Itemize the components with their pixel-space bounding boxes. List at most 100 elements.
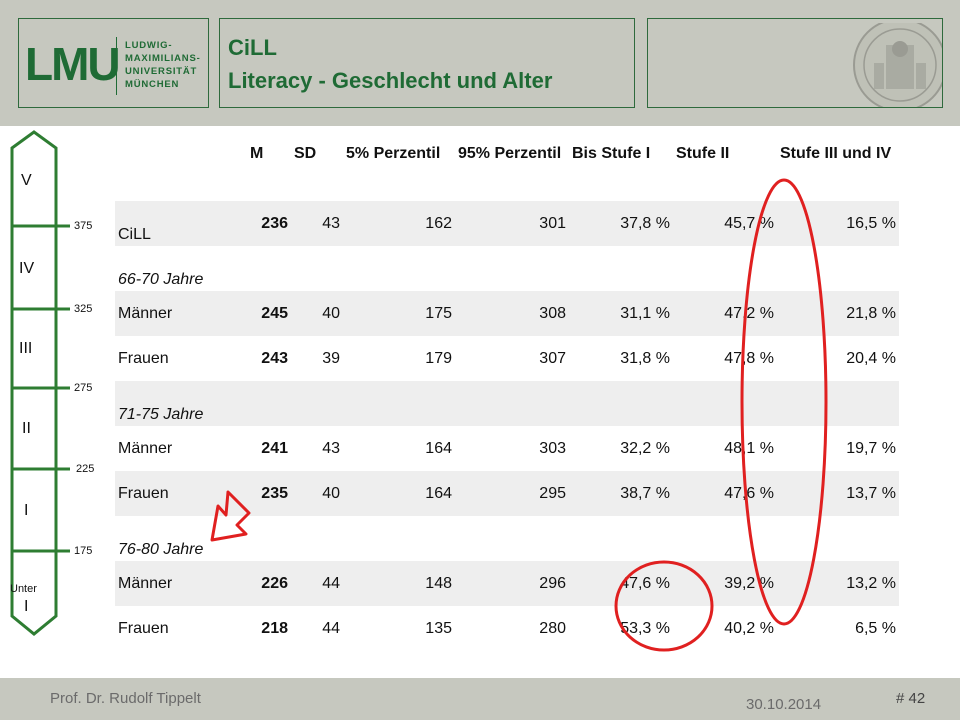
slide-subtitle: Literacy - Geschlecht und Alter xyxy=(228,68,553,93)
cell-sd: 43 xyxy=(291,201,343,246)
cell-m: 243 xyxy=(261,349,288,367)
cell-stufe-ii: 47,6 % xyxy=(673,471,777,516)
cell-sd: 39 xyxy=(322,349,340,367)
cell-sd: 40 xyxy=(291,471,343,516)
cell-m: 245 xyxy=(247,291,291,336)
cell-p95: 307 xyxy=(539,349,566,367)
scale-level-ii: II xyxy=(22,420,31,437)
cell-m: 235 xyxy=(247,471,291,516)
cell-sd: 40 xyxy=(291,291,343,336)
cell-p5: 175 xyxy=(343,291,455,336)
footer-page-number: # 42 xyxy=(896,690,926,707)
cell-stufe-iii-iv: 6,5 % xyxy=(855,619,896,637)
cell-stufe-ii: 39,2 % xyxy=(673,561,777,606)
header-m: M xyxy=(250,145,264,162)
cell-p95: 280 xyxy=(539,619,566,637)
table-row: Männer 241 43 164 303 32,2 % 48,1 % 19,7… xyxy=(115,426,899,471)
cell-p95: 295 xyxy=(455,471,569,516)
scale-tick-325: 325 xyxy=(74,303,93,315)
cell-p5: 179 xyxy=(425,349,452,367)
cell-p5: 164 xyxy=(343,471,455,516)
header-label-cell xyxy=(115,133,247,201)
competence-scale xyxy=(10,130,70,636)
cell-bis-stufe-i: 53,3 % xyxy=(620,619,670,637)
cell-sd: 44 xyxy=(322,619,340,637)
cell-stufe-iii-iv: 13,2 % xyxy=(777,561,899,606)
group-label: 76-80 Jahre xyxy=(118,541,204,558)
scale-level-iii: III xyxy=(19,340,33,357)
scale-level-unter-i: I xyxy=(24,598,29,615)
scale-outline xyxy=(10,130,58,636)
table-row: Frauen 218 44 135 280 53,3 % 40,2 % 6,5 … xyxy=(115,606,899,651)
cell-p95: 303 xyxy=(539,439,566,457)
cell-stufe-iii-iv: 21,8 % xyxy=(777,291,899,336)
row-label: Männer xyxy=(115,291,247,336)
header-p95: 95% Perzentil xyxy=(458,145,562,162)
cell-p95: 296 xyxy=(455,561,569,606)
logo-mark: LMU xyxy=(25,38,121,90)
cell-sd: 44 xyxy=(291,561,343,606)
scale-level-i: I xyxy=(24,502,29,519)
cell-bis-stufe-i: 31,8 % xyxy=(620,349,670,367)
cell-m: 226 xyxy=(247,561,291,606)
scale-level-unter: Unter xyxy=(10,583,37,595)
cell-m: 236 xyxy=(247,201,291,246)
cell-stufe-iii-iv: 20,4 % xyxy=(846,349,896,367)
cell-bis-stufe-i: 37,8 % xyxy=(569,201,673,246)
scale-level-iv: IV xyxy=(19,260,35,277)
cell-p5: 135 xyxy=(425,619,452,637)
cell-p95: 301 xyxy=(455,201,569,246)
group-row: 71-75 Jahre xyxy=(115,381,899,426)
cell-m: 241 xyxy=(261,439,288,457)
literacy-table: M SD 5% Perzentil 95% Perzentil Bis Stuf… xyxy=(115,133,899,651)
table-row: Männer 226 44 148 296 47,6 % 39,2 % 13,2… xyxy=(115,561,899,606)
cell-p5: 162 xyxy=(343,201,455,246)
slide-title: CiLL xyxy=(228,35,277,60)
footer-author: Prof. Dr. Rudolf Tippelt xyxy=(50,690,201,707)
cell-bis-stufe-i: 32,2 % xyxy=(620,439,670,457)
cell-stufe-iii-iv: 19,7 % xyxy=(846,439,896,457)
table-row: Frauen 243 39 179 307 31,8 % 47,8 % 20,4… xyxy=(115,336,899,381)
scale-tick-275: 275 xyxy=(74,382,93,394)
cell-stufe-ii: 47,8 % xyxy=(724,349,774,367)
header-stufe-ii: Stufe II xyxy=(676,145,730,162)
scale-level-v: V xyxy=(21,172,32,189)
cell-bis-stufe-i: 31,1 % xyxy=(569,291,673,336)
row-label: Frauen xyxy=(118,349,169,367)
cell-p5: 164 xyxy=(425,439,452,457)
table-row: Frauen 235 40 164 295 38,7 % 47,6 % 13,7… xyxy=(115,471,899,516)
cell-sd: 43 xyxy=(322,439,340,457)
cell-stufe-ii: 45,7 % xyxy=(673,201,777,246)
seal-box xyxy=(647,18,943,108)
table-row: Männer 245 40 175 308 31,1 % 47,2 % 21,8… xyxy=(115,291,899,336)
cell-stufe-ii: 47,2 % xyxy=(673,291,777,336)
scale-tick-175: 175 xyxy=(74,545,93,557)
group-row: 76-80 Jahre xyxy=(115,516,899,561)
header-sd: SD xyxy=(294,145,317,162)
group-row: 66-70 Jahre xyxy=(115,246,899,291)
logo-wordmark: LUDWIG- MAXIMILIANS- UNIVERSITÄT MÜNCHEN xyxy=(125,40,201,90)
logo-separator xyxy=(116,37,117,95)
row-label: Männer xyxy=(115,561,247,606)
cell-stufe-ii: 40,2 % xyxy=(724,619,774,637)
header-bis-stufe-i: Bis Stufe I xyxy=(572,145,651,162)
cell-m: 218 xyxy=(261,619,288,637)
scale-tick-225: 225 xyxy=(76,463,95,475)
university-seal-icon xyxy=(853,23,942,107)
table-header-row: M SD 5% Perzentil 95% Perzentil Bis Stuf… xyxy=(115,133,899,201)
lmu-logo: LMU LUDWIG- MAXIMILIANS- UNIVERSITÄT MÜN… xyxy=(18,18,209,108)
row-label: Männer xyxy=(118,439,173,457)
cell-stufe-iii-iv: 13,7 % xyxy=(777,471,899,516)
cell-bis-stufe-i: 38,7 % xyxy=(569,471,673,516)
title-box: CiLL Literacy - Geschlecht und Alter xyxy=(219,18,635,108)
row-label: Frauen xyxy=(115,471,247,516)
row-label: Frauen xyxy=(118,619,169,637)
cell-p95: 308 xyxy=(455,291,569,336)
scale-tick-375: 375 xyxy=(74,220,93,232)
cell-p5: 148 xyxy=(343,561,455,606)
footer-date: 30.10.2014 xyxy=(746,696,822,713)
header-stufe-iii-iv: Stufe III und IV xyxy=(780,145,892,162)
header-p5: 5% Perzentil xyxy=(346,145,441,162)
footer-bar: Prof. Dr. Rudolf Tippelt 30.10.2014 # 42 xyxy=(0,678,960,720)
row-label: CiLL xyxy=(115,201,247,246)
